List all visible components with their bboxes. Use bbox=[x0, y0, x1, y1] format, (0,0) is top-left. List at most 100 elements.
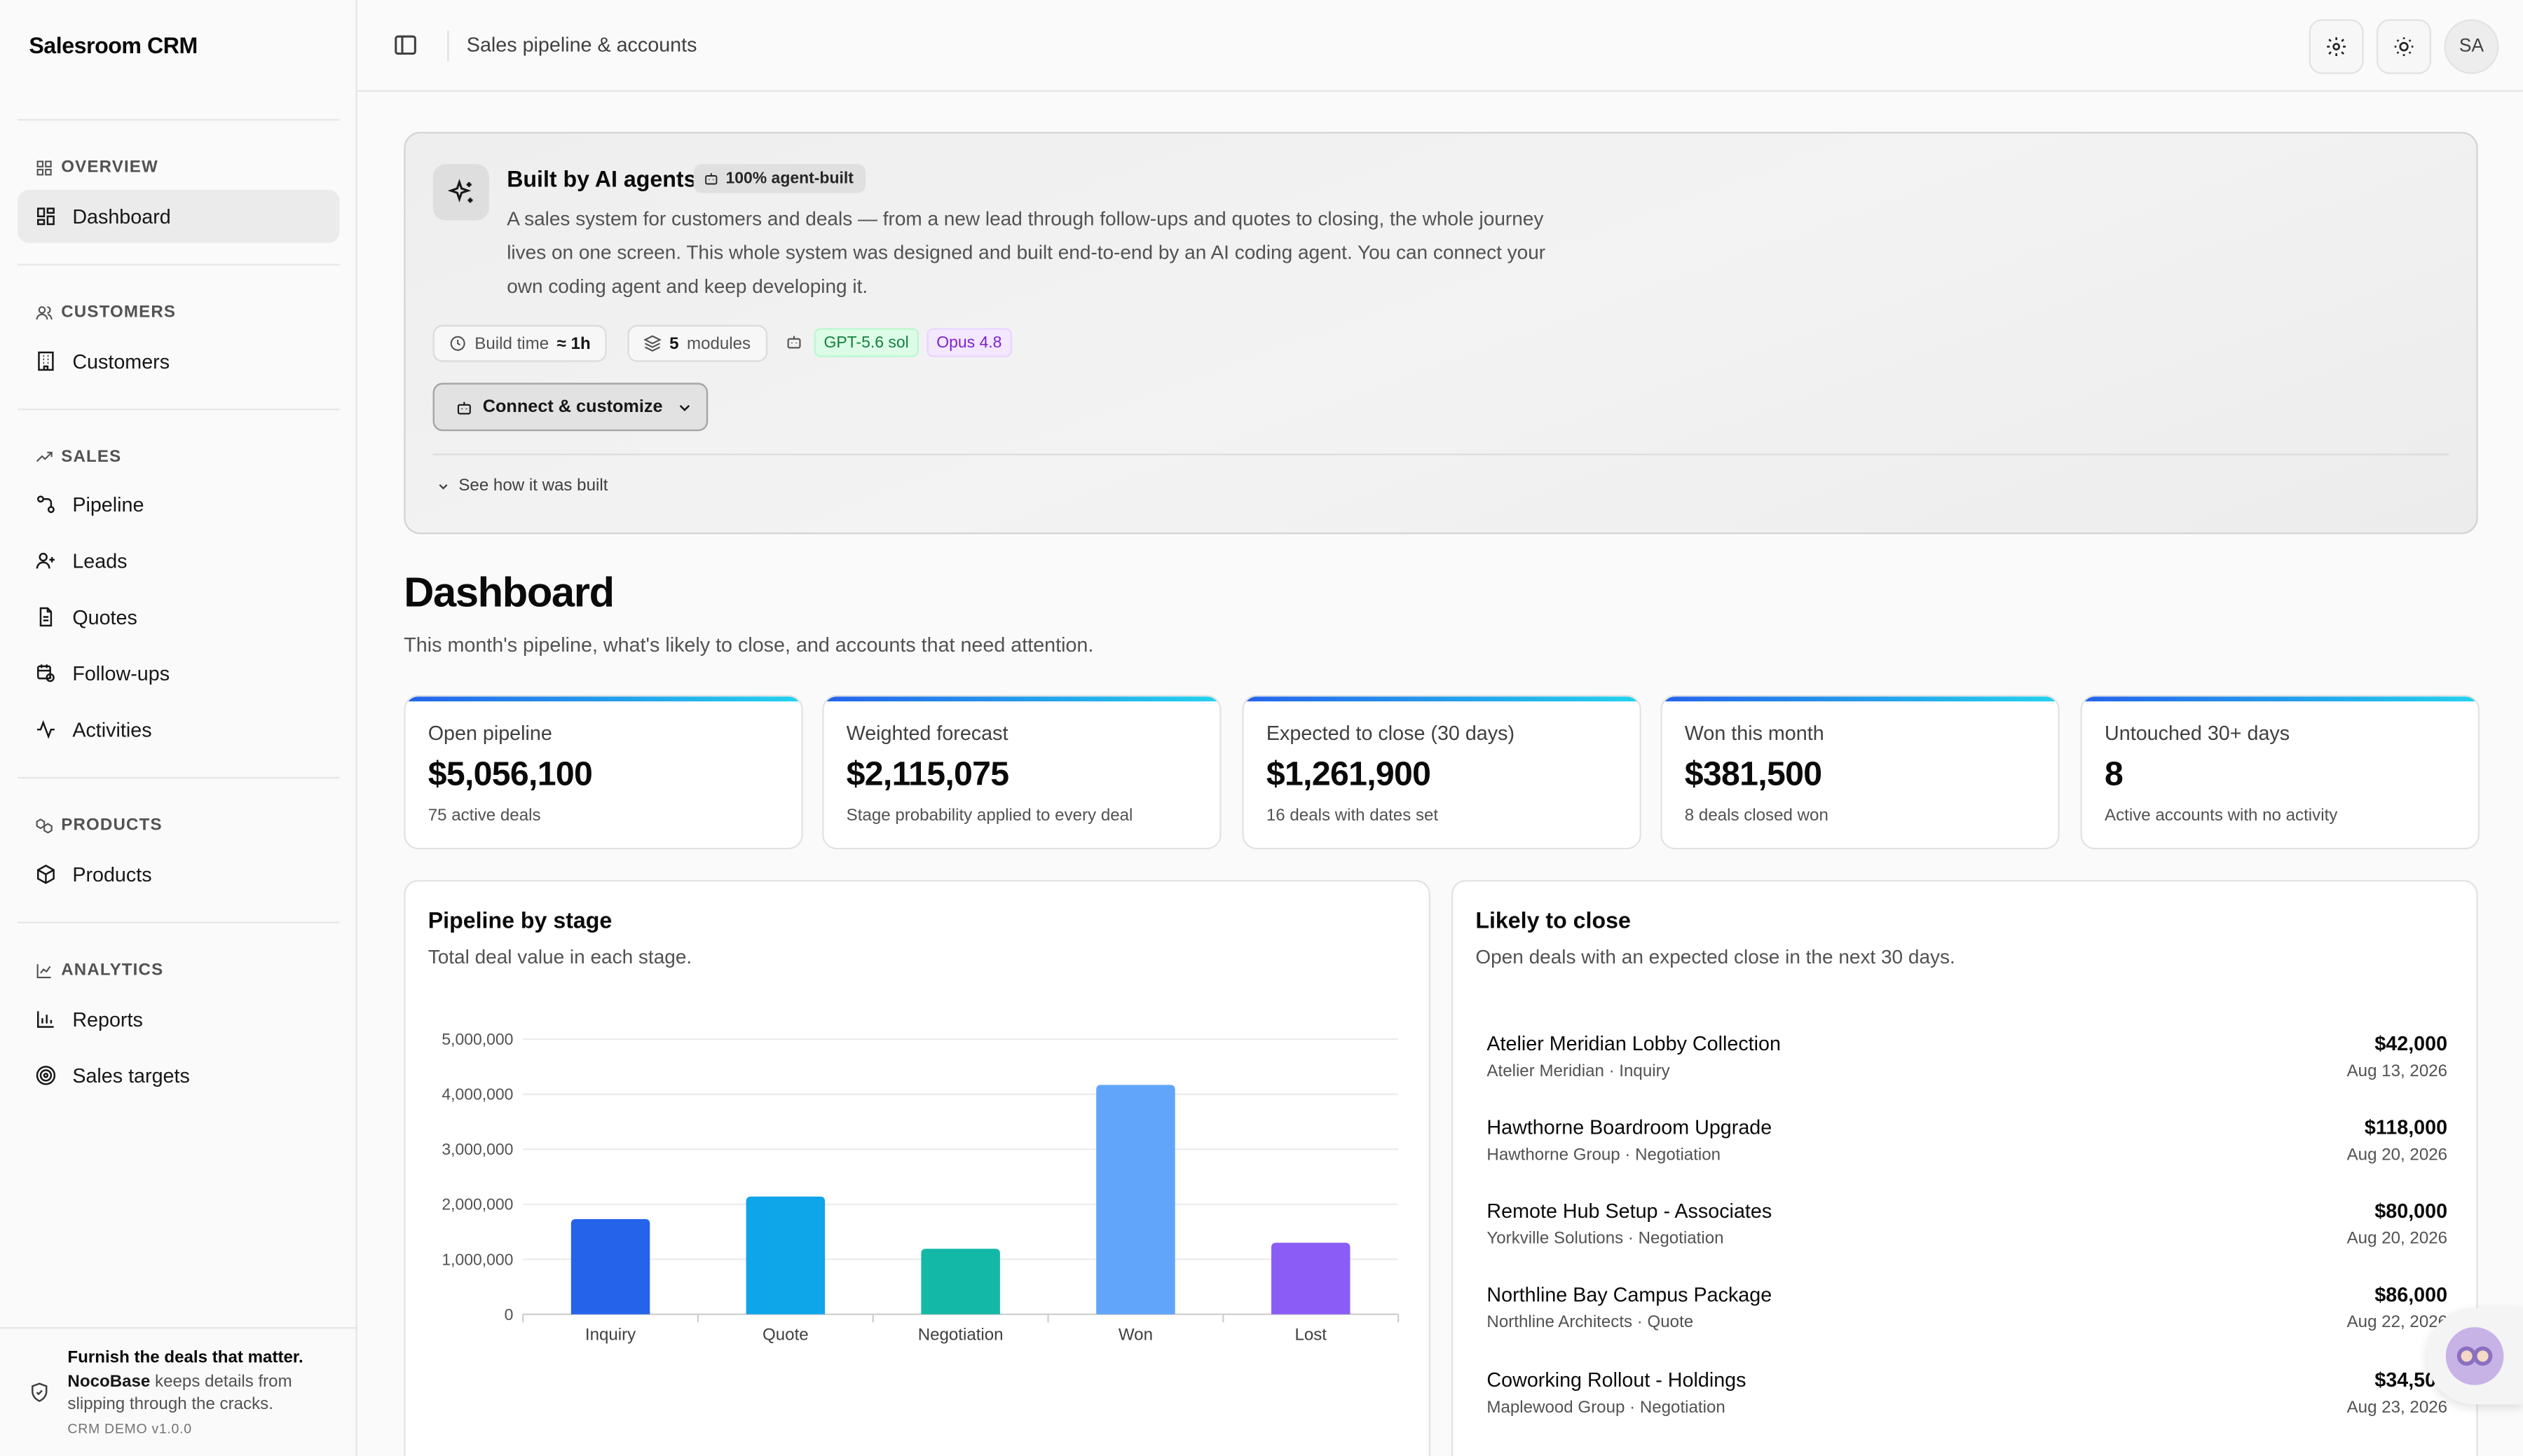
card-title: Likely to close bbox=[1475, 907, 1631, 933]
bar-quote bbox=[746, 1196, 826, 1314]
modules-pill: 5 modules bbox=[627, 324, 767, 362]
footer-text: NocoBase keeps details from slipping thr… bbox=[67, 1371, 341, 1415]
sidebar-section-label: SALES bbox=[61, 447, 122, 467]
deal-date: Aug 13, 2026 bbox=[2346, 1062, 2448, 1081]
sparkle-icon bbox=[446, 178, 472, 202]
build-time-label: Build time bbox=[474, 334, 549, 353]
banner-divider bbox=[432, 453, 2449, 455]
avatar[interactable]: SA bbox=[2444, 19, 2499, 74]
sidebar-item-pipeline[interactable]: Pipeline bbox=[18, 478, 339, 531]
line-chart-icon bbox=[36, 963, 51, 977]
activity-icon bbox=[36, 720, 55, 739]
bot-icon bbox=[457, 401, 471, 414]
breadcrumb: Sales pipeline & accounts bbox=[466, 34, 697, 57]
x-tick-label: Negotiation bbox=[918, 1325, 1004, 1344]
see-how-built-toggle[interactable]: See how it was built bbox=[436, 476, 608, 496]
deal-row[interactable]: Hawthorne Boardroom Upgrade Hawthorne Gr… bbox=[1486, 1116, 2447, 1181]
sidebar-item-dashboard[interactable]: Dashboard bbox=[18, 189, 340, 243]
settings-button[interactable] bbox=[2309, 19, 2364, 74]
deal-meta: Atelier Meridian · Inquiry bbox=[1486, 1062, 1670, 1081]
deal-meta: Northline Architects · Quote bbox=[1486, 1312, 1694, 1333]
kpi-note: Stage probability applied to every deal bbox=[846, 806, 1133, 825]
sidebar-divider bbox=[18, 408, 340, 411]
chevron-down-icon bbox=[439, 483, 448, 489]
kpi-untouched-accounts: Untouched 30+ days 8 Active accounts wit… bbox=[2080, 694, 2480, 850]
theme-toggle-button[interactable] bbox=[2377, 19, 2432, 74]
page-title: Dashboard bbox=[404, 568, 615, 617]
modules-label: modules bbox=[686, 334, 751, 353]
build-time-value: ≈ 1h bbox=[556, 334, 591, 353]
agent-built-badge: 100% agent-built bbox=[693, 164, 867, 193]
sidebar-section-products: PRODUCTS bbox=[36, 816, 163, 835]
sidebar-item-label: Quotes bbox=[72, 605, 137, 629]
connect-customize-button[interactable]: Connect & customize bbox=[432, 383, 709, 432]
sidebar-item-label: Sales targets bbox=[72, 1064, 190, 1087]
sidebar-toggle-icon[interactable] bbox=[392, 32, 418, 58]
kpi-label: Expected to close (30 days) bbox=[1266, 722, 1515, 746]
footer-version: CRM DEMO v1.0.0 bbox=[67, 1420, 192, 1437]
topbar-divider bbox=[447, 30, 449, 62]
sidebar-item-sales-targets[interactable]: Sales targets bbox=[18, 1049, 339, 1102]
bot-icon bbox=[787, 336, 801, 349]
sidebar-item-label: Pipeline bbox=[72, 493, 144, 516]
sidebar-item-customers[interactable]: Customers bbox=[18, 335, 339, 388]
sparkle-icon-box bbox=[432, 164, 489, 221]
shield-check-icon bbox=[32, 1382, 48, 1402]
kpi-value: 8 bbox=[2105, 756, 2124, 793]
sidebar-item-label: Products bbox=[72, 863, 152, 886]
bar-lost bbox=[1271, 1242, 1351, 1314]
y-tick-label: 5,000,000 bbox=[442, 1030, 513, 1048]
sidebar-item-label: Follow-ups bbox=[72, 661, 170, 685]
assistant-launcher[interactable] bbox=[2426, 1307, 2523, 1405]
gear-icon bbox=[2327, 37, 2346, 56]
sidebar-divider bbox=[18, 118, 340, 121]
target-icon bbox=[36, 1066, 56, 1085]
layers-icon bbox=[643, 335, 662, 352]
bot-icon bbox=[705, 173, 718, 185]
grid-icon bbox=[36, 160, 52, 175]
modules-count: 5 bbox=[669, 334, 679, 353]
deal-row[interactable]: Atelier Meridian Lobby Collection Atelie… bbox=[1486, 1033, 2447, 1097]
ai-agents-banner: Built by AI agents 100% agent-built A sa… bbox=[404, 132, 2478, 535]
sidebar-divider bbox=[18, 776, 340, 779]
sidebar-item-follow-ups[interactable]: Follow-ups bbox=[18, 647, 339, 700]
app-title: Salesroom CRM bbox=[29, 32, 198, 58]
sidebar-item-activities[interactable]: Activities bbox=[18, 703, 339, 756]
kpi-note: 75 active deals bbox=[428, 806, 541, 825]
sidebar-item-products[interactable]: Products bbox=[18, 848, 339, 901]
deal-amount: $42,000 bbox=[2374, 1032, 2448, 1056]
sidebar-item-reports[interactable]: Reports bbox=[18, 993, 339, 1046]
chevron-down-icon bbox=[679, 404, 690, 411]
connect-label: Connect & customize bbox=[482, 397, 663, 417]
pipeline-by-stage-card: Pipeline by stage Total deal value in ea… bbox=[404, 879, 1431, 1456]
deal-row[interactable]: Northline Bay Campus Package Northline A… bbox=[1486, 1284, 2447, 1348]
deal-meta: Maplewood Group · Negotiation bbox=[1486, 1398, 1725, 1417]
sidebar-section-sales: SALES bbox=[36, 447, 122, 467]
page-subtitle: This month's pipeline, what's likely to … bbox=[404, 633, 1094, 657]
bar-won bbox=[1096, 1085, 1175, 1314]
sidebar-item-quotes[interactable]: Quotes bbox=[18, 591, 339, 644]
assistant-face-icon bbox=[2456, 1346, 2493, 1366]
sidebar-section-analytics: ANALYTICS bbox=[36, 961, 164, 980]
y-tick-label: 2,000,000 bbox=[442, 1195, 513, 1214]
kpi-won-this-month: Won this month $381,500 8 deals closed w… bbox=[1660, 694, 2060, 850]
deal-row[interactable]: Coworking Rollout - Holdings Maplewood G… bbox=[1486, 1369, 2447, 1434]
sidebar-item-leads[interactable]: Leads bbox=[18, 534, 339, 587]
sidebar-section-overview: OVERVIEW bbox=[36, 158, 158, 177]
kpi-label: Untouched 30+ days bbox=[2105, 722, 2290, 746]
see-how-label: See how it was built bbox=[458, 476, 608, 496]
kpi-weighted-forecast: Weighted forecast $2,115,075 Stage proba… bbox=[822, 694, 1222, 850]
deal-meta: Hawthorne Group · Negotiation bbox=[1486, 1145, 1721, 1165]
x-tick-label: Inquiry bbox=[585, 1325, 636, 1344]
kpi-note: 8 deals closed won bbox=[1684, 806, 1828, 825]
kpi-label: Open pipeline bbox=[428, 722, 552, 746]
kpi-label: Won this month bbox=[1684, 722, 1824, 746]
dashboard-icon bbox=[36, 207, 55, 226]
banner-description: A sales system for customers and deals —… bbox=[507, 207, 1546, 298]
deal-amount: $118,000 bbox=[2364, 1116, 2448, 1139]
footer-title: Furnish the deals that matter. bbox=[67, 1347, 303, 1368]
badge-label: 100% agent-built bbox=[725, 170, 854, 188]
calendar-clock-icon bbox=[36, 664, 55, 682]
deal-row[interactable]: Remote Hub Setup - Associates Yorkville … bbox=[1486, 1200, 2447, 1265]
sidebar-divider bbox=[18, 263, 340, 266]
